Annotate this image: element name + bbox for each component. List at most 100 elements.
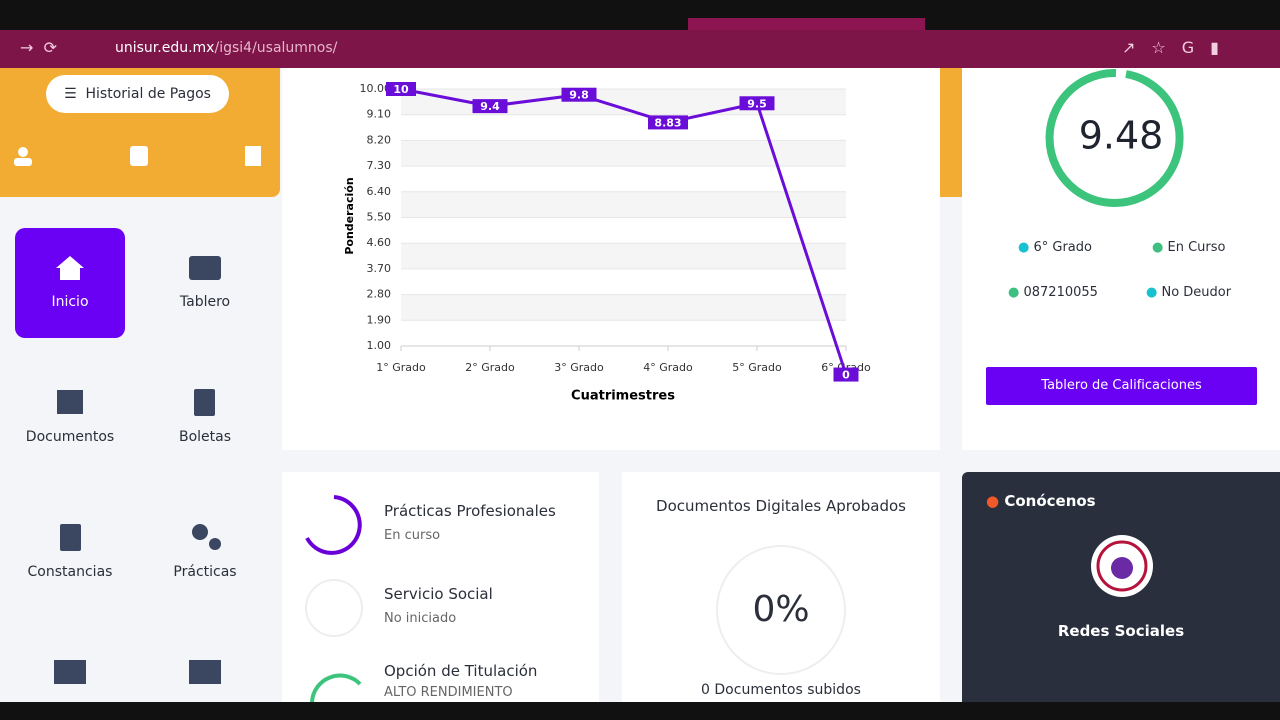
value-label-text: 10 (393, 83, 409, 96)
value-label: 0 (833, 367, 859, 382)
bottom-bar (0, 702, 1280, 720)
grades-button[interactable]: Tablero de Calificaciones (986, 367, 1257, 405)
gear-icon (209, 538, 221, 550)
value-label: 9.8 (561, 87, 597, 102)
history-button[interactable]: ☰ Historial de Pagos (46, 75, 229, 113)
y-tick-label: 6.40 (367, 185, 392, 198)
logo (1091, 535, 1153, 597)
info-status: ● En Curso (1152, 240, 1226, 255)
logo-ring (1096, 540, 1148, 592)
line-series (400, 87, 848, 376)
documents-card: Documentos Digitales Aprobados 0% 0 Docu… (622, 472, 940, 702)
menu-tablero[interactable]: Tablero (179, 294, 231, 310)
ring-titulacion (310, 673, 362, 702)
menu-documentos[interactable]: Documentos (25, 429, 115, 445)
x-tick-label: 2° Grado (465, 361, 515, 374)
value-label: 10 (386, 82, 416, 96)
documents-percent: 0% (716, 545, 846, 675)
ring-practicas (305, 495, 362, 555)
value-label-bg (472, 99, 508, 114)
progress-title: Opción de Titulación (384, 662, 538, 680)
address-bar: → ⟳ unisur.edu.mx/igsi4/usalumnos/ ↗☆G▮ (0, 30, 1280, 68)
user-icon[interactable] (18, 147, 28, 157)
grade: 9.48 (1079, 114, 1164, 158)
active-tab[interactable] (688, 18, 925, 30)
documents-caption: 0 Documentos subidos (701, 682, 861, 698)
summary-card: 9.48 ● 6° Grado ● En Curso ● 087210055 ●… (962, 68, 1280, 450)
chart-card: Ponderación Cuatrimestres 1.00 1.90 2.80 3.… (282, 68, 940, 450)
info-text: 6° Grado (1033, 240, 1092, 255)
grid-band (401, 191, 846, 218)
progress-card: Prácticas Profesionales En curso Servici… (282, 472, 599, 702)
progress-title: Prácticas Profesionales (384, 502, 556, 520)
chart: Ponderación Cuatrimestres 1.00 1.90 2.80 3.… (343, 82, 871, 404)
sidebar-header: ☰ Historial de Pagos (0, 68, 280, 197)
y-tick-label: 8.20 (367, 133, 392, 146)
url[interactable]: unisur.edu.mx/igsi4/usalumnos/ (115, 40, 337, 56)
gauge-ring (1045, 68, 1184, 207)
menu-constancias[interactable]: Constancias (27, 564, 113, 580)
y-tick-label: 5.50 (367, 211, 392, 224)
boletas-icon (194, 389, 215, 416)
toolbar-icons[interactable]: ↗☆G▮ (1122, 38, 1235, 57)
info-id: ● 087210055 (1008, 285, 1098, 300)
receipt-icon[interactable] (245, 146, 261, 166)
value-label: 8.83 (648, 115, 688, 130)
y-tick-label: 9.10 (367, 108, 392, 121)
x-tick-label: 4° Grado (643, 361, 693, 374)
grade-gauge: 9.48 (1045, 68, 1184, 207)
menu-practicas[interactable]: Prácticas (173, 564, 237, 580)
value-label-text: 8.83 (654, 116, 681, 129)
tab-strip (0, 0, 1280, 30)
value-label-text: 9.8 (569, 89, 589, 102)
menu-inicio[interactable]: Inicio (51, 294, 89, 310)
info-grade: ● 6° Grado (1018, 240, 1092, 255)
y-axis-title: Ponderación (343, 177, 356, 254)
progress-status: No iniciado (384, 611, 457, 626)
about-caption: Redes Sociales (1057, 622, 1185, 640)
documents-title: Documentos Digitales Aprobados (656, 497, 906, 515)
x-tick-label: 3° Grado (554, 361, 604, 374)
y-tick-label: 7.30 (367, 159, 392, 172)
progress-status: ALTO RENDIMIENTO (384, 685, 513, 700)
y-tick-label: 1.90 (367, 313, 392, 326)
progress-title: Servicio Social (384, 585, 493, 603)
x-axis-title: Cuatrimestres (571, 389, 675, 404)
x-tick-label: 1° Grado (376, 361, 426, 374)
user-icon-body (14, 158, 32, 166)
id-icon[interactable] (130, 146, 148, 166)
y-tick-label: 4.60 (367, 236, 392, 249)
menu-active[interactable] (15, 228, 125, 338)
menu-boletas[interactable]: Boletas (178, 429, 232, 445)
y-tick-label: 1.00 (367, 339, 392, 352)
y-tick-label: 2.80 (367, 288, 392, 301)
progress-status: En curso (384, 528, 441, 543)
x-tick-label: 5° Grado (732, 361, 782, 374)
about-title-text: Conócenos (1004, 492, 1096, 510)
info-text: No Deudor (1161, 285, 1232, 300)
value-label-bg (648, 115, 688, 130)
url-domain: unisur.edu.mx (115, 40, 215, 56)
logo-mark (1111, 557, 1133, 579)
value-label-text: 9.4 (480, 100, 500, 113)
nav-icons[interactable]: → ⟳ (20, 38, 57, 57)
menu-icons (54, 256, 221, 684)
value-label-bg (386, 82, 416, 96)
y-tick-label: 10.00 (360, 82, 392, 95)
ring-servicio (305, 579, 363, 637)
dashboard-icon (189, 256, 221, 280)
grid-band (401, 243, 846, 269)
value-label-text: 9.5 (747, 97, 767, 110)
value-label-text: 0 (842, 369, 850, 382)
url-path: /igsi4/usalumnos/ (214, 40, 338, 56)
header-icons (14, 146, 261, 166)
header-strip (940, 68, 962, 197)
progress-rings (305, 495, 363, 702)
grid-band (401, 294, 846, 321)
documents-icon (57, 390, 83, 414)
value-label: 9.5 (739, 96, 775, 111)
about-card: ● Conócenos Redes Sociales (962, 472, 1280, 702)
grid-band (401, 140, 846, 167)
